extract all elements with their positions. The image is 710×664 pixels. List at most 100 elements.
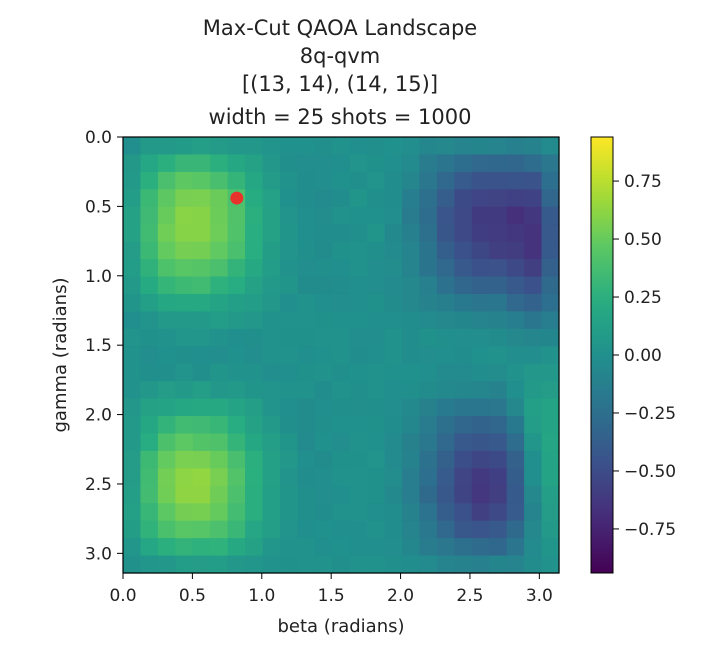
heatmap-cell [402, 276, 421, 295]
heatmap-cell [192, 224, 211, 243]
heatmap-cell [123, 276, 142, 295]
heatmap-cell [489, 259, 508, 278]
heatmap-cell [384, 346, 403, 365]
heatmap-cell [506, 328, 525, 347]
heatmap-cell [297, 381, 316, 400]
heatmap-cell [157, 189, 176, 208]
heatmap-cell [157, 450, 176, 469]
heatmap-cell [367, 171, 386, 190]
heatmap-cell [524, 259, 543, 278]
heatmap-cell [123, 154, 142, 173]
heatmap-cell [524, 363, 543, 382]
heatmap-cell [489, 485, 508, 504]
heatmap-cell [140, 293, 159, 312]
heatmap-cell [175, 538, 194, 557]
heatmap-cell [314, 171, 333, 190]
heatmap-cell [541, 189, 560, 208]
heatmap-cell [210, 346, 229, 365]
heatmap-cell [349, 381, 368, 400]
heatmap-cell [279, 363, 298, 382]
heatmap-cell [332, 154, 351, 173]
heatmap-cell [419, 433, 438, 452]
heatmap-cell [140, 398, 159, 417]
heatmap-cell [123, 206, 142, 225]
heatmap-cell [297, 137, 316, 156]
heatmap-cell [454, 433, 473, 452]
heatmap-cell [140, 503, 159, 522]
heatmap-cell [227, 328, 246, 347]
heatmap-cell [489, 154, 508, 173]
colorbar-ticks: 0.75 0.50 0.25 0.00 −0.25 −0.50 −0.75 [613, 172, 676, 540]
heatmap-cell [227, 171, 246, 190]
heatmap-cell [157, 520, 176, 539]
heatmap-cell [489, 206, 508, 225]
heatmap-cell [402, 485, 421, 504]
heatmap-cell [210, 328, 229, 347]
heatmap-cell [297, 363, 316, 382]
heatmap-cell [314, 468, 333, 487]
heatmap-cell [227, 241, 246, 260]
heatmap-cell [175, 311, 194, 330]
heatmap-cell [175, 468, 194, 487]
heatmap-cell [314, 450, 333, 469]
heatmap-cell [524, 293, 543, 312]
heatmap-cell [245, 259, 264, 278]
heatmap-cell [210, 538, 229, 557]
heatmap-cell [489, 468, 508, 487]
heatmap-cell [123, 433, 142, 452]
heatmap-cell [436, 363, 455, 382]
heatmap-cell [384, 520, 403, 539]
heatmap-cell [471, 328, 490, 347]
y-tick-label: 1.5 [85, 336, 112, 356]
heatmap-cell [175, 346, 194, 365]
heatmap-cell [210, 363, 229, 382]
heatmap-cell [524, 346, 543, 365]
heatmap-cell [524, 276, 543, 295]
heatmap-cell [332, 206, 351, 225]
heatmap-cell [245, 468, 264, 487]
heatmap-cell [279, 520, 298, 539]
heatmap-cell [227, 363, 246, 382]
heatmap-cell [140, 363, 159, 382]
heatmap-cell [314, 293, 333, 312]
heatmap-cell [245, 224, 264, 243]
heatmap-cell [367, 328, 386, 347]
heatmap-cell [436, 346, 455, 365]
heatmap-cell [524, 503, 543, 522]
heatmap-cell [227, 346, 246, 365]
heatmap-cell [471, 276, 490, 295]
heatmap-cell [314, 189, 333, 208]
optimum-marker [230, 191, 244, 205]
heatmap-cell [279, 398, 298, 417]
heatmap-cell [279, 503, 298, 522]
x-tick-label: 1.0 [248, 586, 275, 606]
heatmap-cell [157, 293, 176, 312]
heatmap-cell [489, 189, 508, 208]
heatmap-cell [245, 450, 264, 469]
heatmap-cell [227, 416, 246, 435]
heatmap-cell [210, 154, 229, 173]
heatmap-cell [402, 224, 421, 243]
heatmap-cell [314, 485, 333, 504]
heatmap-cell [227, 555, 246, 574]
heatmap-cell [192, 328, 211, 347]
heatmap-cell [541, 293, 560, 312]
heatmap-cell [123, 468, 142, 487]
colorbar-tick-label: −0.50 [624, 462, 676, 482]
heatmap-cell [245, 171, 264, 190]
x-tick-label: 2.5 [456, 586, 483, 606]
heatmap-cell [175, 450, 194, 469]
heatmap-cell [262, 293, 281, 312]
heatmap-cell [419, 346, 438, 365]
heatmap-cell [384, 328, 403, 347]
heatmap-cell [436, 311, 455, 330]
heatmap-cell [192, 555, 211, 574]
heatmap-cell [541, 206, 560, 225]
heatmap-cell [402, 468, 421, 487]
heatmap-cell [419, 503, 438, 522]
heatmap-cell [349, 346, 368, 365]
heatmap-cell [524, 485, 543, 504]
heatmap-cell [262, 433, 281, 452]
heatmap-cell [332, 520, 351, 539]
heatmap-cell [384, 293, 403, 312]
